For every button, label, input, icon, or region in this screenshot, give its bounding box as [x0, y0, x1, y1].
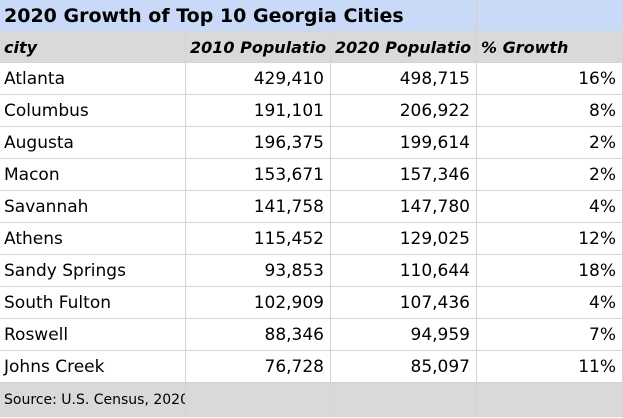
header-city[interactable]: city	[0, 32, 186, 63]
growth-cell[interactable]: 2%	[477, 127, 623, 159]
pop-2020-cell[interactable]: 147,780	[331, 191, 477, 223]
footer-empty-cell[interactable]	[186, 383, 331, 417]
growth-cell[interactable]: 2%	[477, 159, 623, 191]
footer-empty-cell[interactable]	[477, 383, 623, 417]
city-cell[interactable]: Macon	[0, 159, 186, 191]
growth-cell[interactable]: 12%	[477, 223, 623, 255]
pop-2020-cell[interactable]: 206,922	[331, 95, 477, 127]
growth-cell[interactable]: 4%	[477, 287, 623, 319]
pop-2010-cell[interactable]: 141,758	[186, 191, 331, 223]
header-growth[interactable]: % Growth	[477, 32, 623, 63]
title-empty-cell[interactable]	[477, 0, 623, 32]
pop-2010-cell[interactable]: 191,101	[186, 95, 331, 127]
city-cell[interactable]: Johns Creek	[0, 351, 186, 383]
growth-cell[interactable]: 7%	[477, 319, 623, 351]
pop-2020-cell[interactable]: 199,614	[331, 127, 477, 159]
pop-2020-cell[interactable]: 157,346	[331, 159, 477, 191]
pop-2010-cell[interactable]: 153,671	[186, 159, 331, 191]
footer-empty-cell[interactable]	[331, 383, 477, 417]
growth-cell[interactable]: 16%	[477, 63, 623, 95]
growth-cell[interactable]: 8%	[477, 95, 623, 127]
pop-2010-cell[interactable]: 429,410	[186, 63, 331, 95]
pop-2010-cell[interactable]: 88,346	[186, 319, 331, 351]
pop-2020-cell[interactable]: 129,025	[331, 223, 477, 255]
pop-2010-cell[interactable]: 115,452	[186, 223, 331, 255]
pop-2010-cell[interactable]: 102,909	[186, 287, 331, 319]
pop-2010-cell[interactable]: 93,853	[186, 255, 331, 287]
city-cell[interactable]: Athens	[0, 223, 186, 255]
pop-2020-cell[interactable]: 107,436	[331, 287, 477, 319]
city-cell[interactable]: Columbus	[0, 95, 186, 127]
growth-cell[interactable]: 11%	[477, 351, 623, 383]
pop-2020-cell[interactable]: 85,097	[331, 351, 477, 383]
growth-cell[interactable]: 4%	[477, 191, 623, 223]
pop-2020-cell[interactable]: 498,715	[331, 63, 477, 95]
city-cell[interactable]: Atlanta	[0, 63, 186, 95]
growth-cell[interactable]: 18%	[477, 255, 623, 287]
pop-2020-cell[interactable]: 94,959	[331, 319, 477, 351]
city-cell[interactable]: Augusta	[0, 127, 186, 159]
pop-2010-cell[interactable]: 196,375	[186, 127, 331, 159]
sheet-title[interactable]: 2020 Growth of Top 10 Georgia Cities	[0, 0, 477, 32]
pop-2020-cell[interactable]: 110,644	[331, 255, 477, 287]
city-cell[interactable]: South Fulton	[0, 287, 186, 319]
city-cell[interactable]: Roswell	[0, 319, 186, 351]
city-cell[interactable]: Savannah	[0, 191, 186, 223]
source-note[interactable]: Source: U.S. Census, 2020	[0, 383, 186, 417]
header-2010-population[interactable]: 2010 Populatio	[186, 32, 331, 63]
city-cell[interactable]: Sandy Springs	[0, 255, 186, 287]
pop-2010-cell[interactable]: 76,728	[186, 351, 331, 383]
header-2020-population[interactable]: 2020 Populatio	[331, 32, 477, 63]
